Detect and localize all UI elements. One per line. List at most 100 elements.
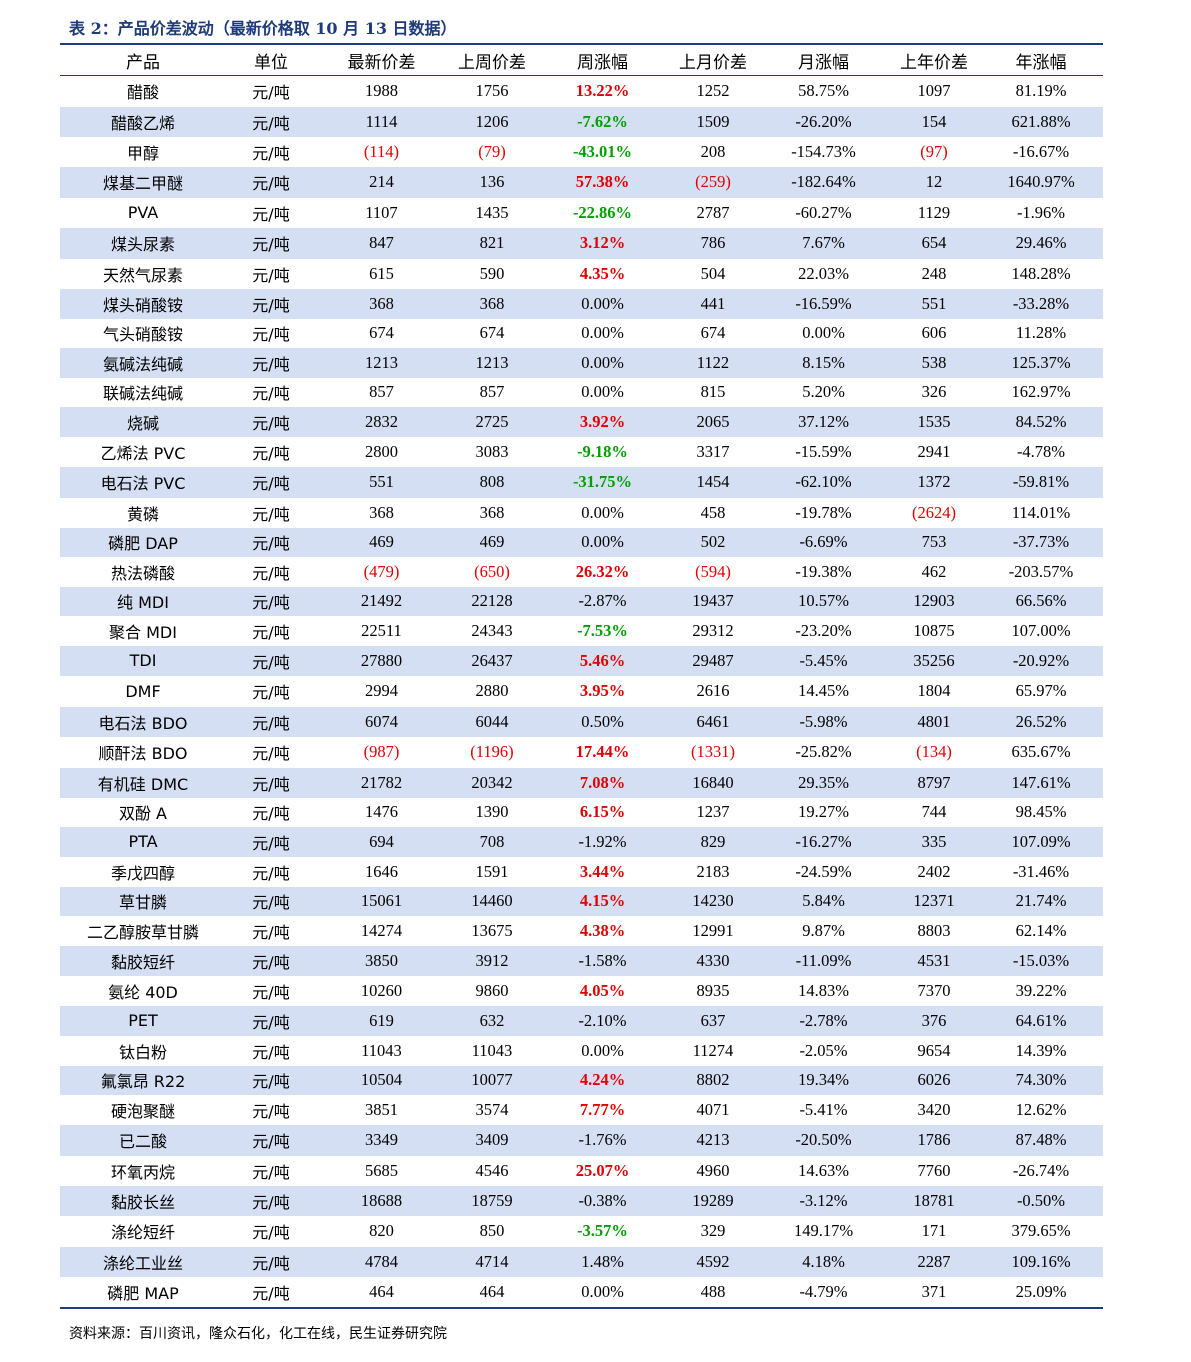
cell-latest: 10504 [316,1065,447,1095]
table-row: 煤头尿素 元/吨 847 821 3.12% 786 7.67% 654 29.46% [60,227,1103,259]
cell-month-change: -16.59% [758,288,889,319]
cell-last-year: 551 [889,288,979,319]
cell-last-year: 248 [921,263,947,283]
cell-week-change: 3.92% [537,406,668,437]
cell-last-week: (79) [478,141,506,161]
table-row: 煤基二甲醚 元/吨 214 136 57.38% (259) -182.64% 12 1640.… [60,166,1103,198]
cell-unit: 元/吨 [252,922,290,942]
cell-last-year: 4531 [889,945,979,976]
cell-year-change: -20.92% [979,645,1103,676]
cell-latest: 14274 [360,920,403,940]
cell-latest: 674 [369,323,394,342]
cell-month-change: -182.64% [758,166,889,198]
cell-week-change: -9.18% [577,441,628,461]
cell-year-change: 62.14% [1015,920,1067,940]
cell-last-month: 4330 [668,945,758,976]
cell-product: 黏胶短纤 [60,945,226,976]
cell-unit: 元/吨 [226,945,316,976]
cell-last-year: 1786 [889,1124,979,1156]
cell-product: 双酚 A [118,804,168,823]
table-row: 烧碱 元/吨 2832 2725 3.92% 2065 37.12% 1535 84.52% [60,406,1103,437]
cell-last-month: 488 [700,1281,726,1301]
cell-month-change: -6.69% [758,527,889,557]
cell-last-month: 815 [700,382,726,401]
table-row: PTA 元/吨 694 708 -1.92% 829 -16.27% 335 107.09% [60,826,1103,857]
table-row: 有机硅 DMC 元/吨 21782 20342 7.08% 16840 29.35% 8797… [60,767,1103,798]
cell-year-change: -203.57% [1008,561,1074,581]
cell-last-year: 538 [889,347,979,378]
cell-last-week: (1196) [470,742,514,761]
table-header-row: 产品 单位 最新价差 上周价差 周涨幅 上月价差 月涨幅 上年价差 年涨幅 [60,44,1103,76]
cell-last-week: 2725 [447,406,537,437]
cell-year-change: 107.09% [979,826,1103,857]
cell-month-change: 5.20% [802,382,845,401]
cell-month-change: 29.35% [758,767,889,798]
cell-latest: (479) [363,561,400,581]
cell-month-change: -19.38% [795,561,852,581]
cell-last-month: 786 [668,227,758,259]
cell-week-change: 0.00% [537,288,668,319]
cell-latest: 15061 [316,886,447,916]
cell-last-year: 1129 [917,202,951,222]
table-row: 聚合 MDI 元/吨 22511 24343 -7.53% 29312 -23.20% 108… [60,616,1103,646]
cell-last-year: 371 [921,1281,947,1301]
cell-last-year: 3420 [917,1099,951,1119]
cell-last-year: 10875 [913,620,955,640]
cell-month-change: 7.67% [758,227,889,259]
cell-last-month: 1122 [668,347,758,378]
cell-product: 有机硅 DMC [60,767,226,798]
table-row: 顺酐法 BDO 元/吨 (987) (1196) 17.44% (1331) -25.82%… [60,737,1103,768]
cell-last-year: (2624) [912,502,956,522]
cell-last-month: 8802 [668,1065,758,1095]
cell-last-week: 1435 [475,202,509,222]
cell-unit: 元/吨 [226,106,316,137]
cell-latest: 551 [316,466,447,498]
cell-latest: 22511 [361,620,402,640]
cell-product: 氨纶 40D [108,982,178,1002]
table-row: PET 元/吨 619 632 -2.10% 637 -2.78% 376 64.61% [60,1005,1103,1036]
cell-unit: 元/吨 [226,645,316,676]
cell-last-month: 12991 [692,920,734,940]
cell-month-change: 14.63% [798,1160,849,1180]
cell-product: 黄磷 [126,504,159,524]
cell-last-week: 3912 [447,945,537,976]
table-row: 天然气尿素 元/吨 615 590 4.35% 504 22.03% 248 148.28% [60,259,1103,289]
cell-unit: 元/吨 [226,166,316,198]
table-row: 磷肥 DAP 元/吨 469 469 0.00% 502 -6.69% 753 -37.73% [60,527,1103,557]
cell-latest: 6074 [316,706,447,737]
cell-last-week: 464 [479,1281,505,1301]
cell-week-change: -7.62% [537,106,668,137]
cell-last-year: 2941 [917,441,951,461]
cell-year-change: -15.03% [979,945,1103,976]
cell-week-change: 4.15% [537,886,668,916]
cell-week-change: 3.12% [537,227,668,259]
cell-last-month: 1454 [668,466,758,498]
cell-month-change: -20.50% [758,1124,889,1156]
cell-unit: 元/吨 [252,1042,290,1062]
cell-product: 天然气尿素 [102,265,183,285]
cell-unit: 元/吨 [226,586,316,616]
cell-month-change: 14.83% [798,980,849,1000]
cell-last-week: 368 [447,288,537,319]
table-row: DMF 元/吨 2994 2880 3.95% 2616 14.45% 1804 65.97% [60,676,1103,707]
cell-year-change: -31.46% [1012,861,1070,881]
cell-last-week: 1206 [447,106,537,137]
cell-product: 硬泡聚醚 [110,1101,175,1121]
table-row: 氨碱法纯碱 元/吨 1213 1213 0.00% 1122 8.15% 538 125.37% [60,347,1103,378]
cell-last-month: 2183 [696,861,730,881]
cell-last-year: 171 [921,1221,947,1240]
cell-month-change: 0.00% [802,323,845,342]
table-row: 季戊四醇 元/吨 1646 1591 3.44% 2183 -24.59% 2402 -31.4… [60,857,1103,887]
cell-latest: 18688 [316,1185,447,1216]
cell-last-year: 6026 [889,1065,979,1095]
cell-month-change: -26.20% [758,106,889,137]
cell-year-change: 147.61% [979,767,1103,798]
cell-unit: 元/吨 [226,706,316,737]
cell-last-month: 4071 [696,1099,730,1119]
cell-week-change: 1.48% [537,1246,668,1277]
table-row: 氟氯昂 R22 元/吨 10504 10077 4.24% 8802 19.34% 6026 7… [60,1065,1103,1095]
cell-month-change: -4.79% [799,1281,848,1301]
cell-unit: 元/吨 [252,504,290,524]
cell-last-month: 19289 [668,1185,758,1216]
cell-product: PET [60,1005,226,1036]
